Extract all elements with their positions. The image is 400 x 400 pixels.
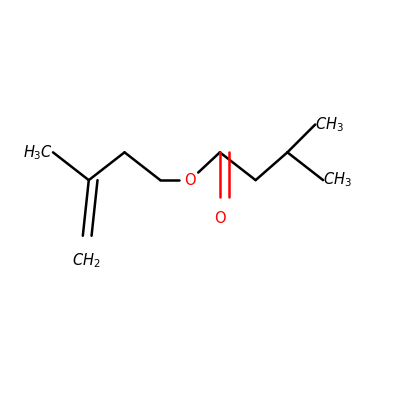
Text: O: O: [214, 211, 226, 226]
Text: O: O: [184, 173, 196, 188]
Text: $CH_3$: $CH_3$: [323, 171, 352, 190]
Text: $CH_2$: $CH_2$: [72, 251, 101, 270]
Text: $H_3C$: $H_3C$: [23, 143, 53, 162]
Text: $CH_3$: $CH_3$: [315, 115, 344, 134]
